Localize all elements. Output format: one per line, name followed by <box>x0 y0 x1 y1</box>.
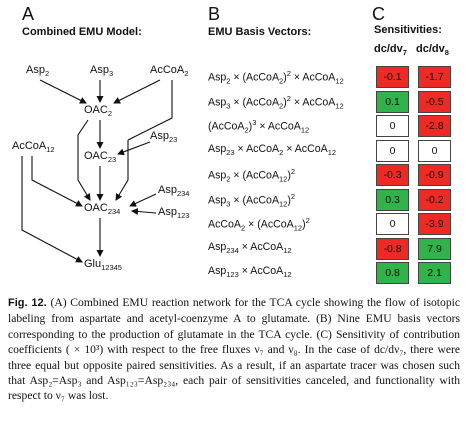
node-asp3: Asp3 <box>90 64 114 79</box>
node-oac23: OAC23 <box>84 150 117 165</box>
sensitivity-cell-v8-row-5: -0.9 <box>418 164 451 186</box>
basis-vector-2: Asp3 × (AcCoA2)2 × AcCoA12 <box>208 93 344 111</box>
panel-a-letter: A <box>22 4 35 24</box>
sensitivity-cell-v8-row-4: 0 <box>418 139 451 162</box>
sensitivity-cell-v7-row-8: -0.8 <box>376 237 409 260</box>
sensitivity-cell-v7-row-7: 0 <box>376 213 409 235</box>
arrow-asp234-oac234 <box>129 193 157 207</box>
node-asp123: Asp123 <box>158 206 190 221</box>
basis-vector-7: AcCoA2 × (AcCoA12)2 <box>208 216 310 233</box>
node-asp2: Asp2 <box>26 64 50 79</box>
col-header-dcdv8: dc/dv8 <box>416 43 449 58</box>
node-glu12345: Glu12345 <box>84 258 122 273</box>
sensitivity-cell-v7-row-2: 0.1 <box>376 90 409 113</box>
node-oac234: OAC234 <box>84 202 121 217</box>
panel-b-letter: B <box>208 4 221 24</box>
node-oac2: OAC2 <box>84 104 113 119</box>
arrow-accoa2-long <box>127 80 173 141</box>
sensitivity-cell-v8-row-1: -1.7 <box>418 66 451 88</box>
basis-vector-9: Asp123 × AcCoA12 <box>208 265 292 280</box>
arrow-accoa2-oac2 <box>113 79 161 104</box>
sensitivity-cell-v7-row-3: 0 <box>376 115 409 137</box>
arrow-accoa2-oac234 <box>115 140 129 201</box>
col-header-dcdv7: dc/dv7 <box>374 43 407 58</box>
basis-vector-1: Asp2 × (AcCoA2)2 × AcCoA12 <box>208 69 344 86</box>
node-accoa12: AcCoA12 <box>12 140 55 155</box>
panel-a-title: Combined EMU Model: <box>22 26 142 38</box>
basis-vector-4: Asp23 × AcCoA2 × AcCoA12 <box>208 142 337 157</box>
panel-b-title: EMU Basis Vectors: <box>208 26 312 38</box>
sensitivity-cell-v8-row-8: 7.9 <box>418 237 451 260</box>
basis-vector-6: Asp3 × (AcCoA12)2 <box>208 191 296 209</box>
sensitivity-cell-v7-row-1: -0.1 <box>376 66 409 88</box>
sensitivity-cell-v7-row-4: 0 <box>376 139 409 162</box>
arrow-asp23-oac23 <box>117 141 151 156</box>
node-asp234: Asp234 <box>158 184 190 199</box>
sensitivity-cell-v8-row-6: -0.2 <box>418 188 451 211</box>
sensitivity-cell-v8-row-3: -2.8 <box>418 115 451 137</box>
figure-caption: Fig. 12. (A) Combined EMU reaction netwo… <box>8 295 460 404</box>
sensitivity-cell-v8-row-2: -0.5 <box>418 90 451 113</box>
sensitivity-cell-v8-row-9: 2.1 <box>418 262 451 284</box>
node-asp23: Asp23 <box>150 130 178 145</box>
sensitivity-cell-v8-row-7: -3.9 <box>418 213 451 235</box>
caption-label: Fig. 12. <box>8 297 47 309</box>
arrow-asp123-oac234 <box>131 208 157 215</box>
sensitivity-cell-v7-row-6: 0.3 <box>376 188 409 211</box>
basis-vector-5: Asp2 × (AcCoA12)2 <box>208 167 296 184</box>
sensitivity-cell-v7-row-9: 0.8 <box>376 262 409 284</box>
sensitivity-cell-v7-row-5: -0.3 <box>376 164 409 186</box>
arrow-asp2-oac2 <box>39 79 87 104</box>
arrow-accoa12-oac234 <box>31 156 83 207</box>
node-accoa2: AcCoA2 <box>150 64 189 79</box>
panel-c-title: Sensitivities: <box>374 24 442 36</box>
caption-text: (A) Combined EMU reaction network for th… <box>8 296 460 403</box>
arrow-oac2-oac234 <box>77 119 91 201</box>
basis-vector-3: (AcCoA2)3 × AcCoA12 <box>208 118 310 135</box>
arrow-accoa12-glu <box>21 156 83 263</box>
basis-vector-8: Asp234 × AcCoA12 <box>208 240 292 255</box>
sensitivity-grid: -0.1 -1.7 0.1 -0.5 0 -2.8 0 0 -0.3 -0.9 0.3 -0.2 0 -3… <box>376 66 456 286</box>
panel-c-letter: C <box>372 4 385 24</box>
